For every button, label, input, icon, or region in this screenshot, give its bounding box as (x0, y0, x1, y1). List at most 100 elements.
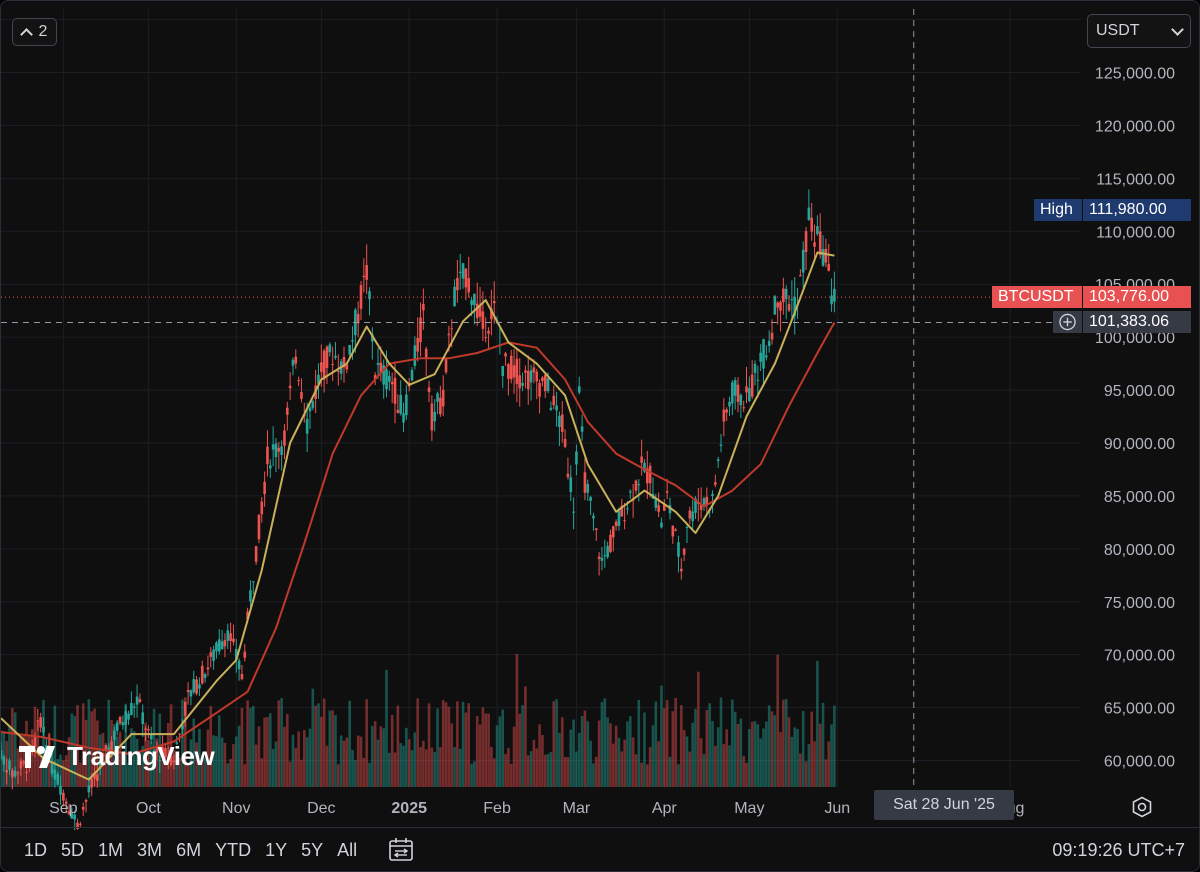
candle-body (271, 444, 275, 450)
candle-body (566, 473, 570, 478)
candle-body (226, 630, 230, 641)
candle-body (195, 679, 198, 694)
candle (138, 693, 142, 704)
candle (487, 327, 490, 351)
candle-body (600, 557, 604, 561)
candle-body (362, 275, 366, 278)
volume-bar (195, 742, 198, 787)
range-button-1y[interactable]: 1Y (265, 839, 288, 860)
volume-bar (263, 717, 266, 787)
candle (251, 581, 255, 595)
volume-bar (498, 716, 502, 787)
range-button-all[interactable]: All (337, 839, 358, 860)
volume-bar (716, 727, 720, 787)
volume-bar (580, 716, 584, 787)
range-button-5d[interactable]: 5D (61, 839, 85, 860)
add-alert-button[interactable] (1053, 311, 1082, 334)
candle-body (311, 401, 315, 408)
currency-select[interactable]: USDT (1087, 14, 1191, 48)
candle-body (784, 288, 788, 300)
candle-body (643, 462, 646, 472)
volume-bar (668, 756, 672, 787)
volume-bar (461, 701, 465, 787)
candle-body (759, 352, 762, 362)
volume-bar (702, 754, 706, 787)
chevron-down-icon (1171, 22, 1184, 36)
candle (413, 336, 417, 370)
x-tick-label: Mar (563, 800, 591, 817)
candle-body (152, 750, 156, 752)
candle (716, 456, 720, 468)
candle (84, 798, 88, 813)
candle (609, 529, 612, 554)
candle (597, 552, 601, 576)
candle (212, 645, 215, 670)
settings-icon[interactable] (1131, 796, 1153, 818)
candle-body (169, 755, 173, 765)
candle (592, 512, 595, 531)
candle-body (575, 451, 578, 465)
candle-body (263, 481, 266, 495)
candle-body (291, 359, 295, 366)
candle (266, 430, 269, 477)
candle-body (249, 590, 252, 602)
candle (648, 462, 652, 498)
candle (643, 459, 646, 474)
volume-bar (733, 711, 737, 787)
candle (586, 479, 590, 501)
range-button-ytd[interactable]: YTD (215, 839, 252, 860)
candle (521, 372, 524, 392)
volume-bar (70, 713, 74, 787)
range-button-6m[interactable]: 6M (176, 839, 202, 860)
volume-bar (339, 735, 343, 787)
candle-body (419, 317, 422, 343)
volume-bar (317, 703, 320, 787)
volume-bar (643, 712, 646, 787)
candle (776, 301, 779, 325)
candle-body (507, 364, 510, 379)
volume-bar (405, 727, 408, 787)
candle-body (722, 409, 726, 422)
volume-bar (130, 728, 133, 787)
candle (195, 676, 198, 696)
range-button-5y[interactable]: 5Y (301, 839, 324, 860)
y-tick-label: 70,000.00 (1104, 648, 1175, 665)
candle (274, 437, 278, 473)
range-button-1m[interactable]: 1M (98, 839, 124, 860)
candle-body (217, 639, 221, 652)
candle (277, 441, 281, 469)
range-button-3m[interactable]: 3M (137, 839, 163, 860)
volume-bar (320, 716, 323, 787)
candle-body (53, 769, 57, 780)
candle-body (96, 774, 99, 781)
volume-bar (688, 751, 692, 787)
volume-bar (399, 743, 402, 787)
candle-body (787, 304, 791, 311)
candle (623, 502, 626, 530)
candle-body (464, 268, 468, 288)
candle-body (260, 501, 264, 515)
volume-bar (359, 736, 363, 787)
candle-body (396, 409, 400, 413)
candle-body (322, 350, 326, 380)
candle (685, 522, 689, 544)
range-button-1d[interactable]: 1D (24, 839, 48, 860)
time-range-group: 1D 5D 1M 3M 6M YTD 1Y 5Y All (1, 840, 357, 861)
volume-bar (784, 699, 788, 787)
candle (113, 726, 116, 753)
y-tick-label: 110,000.00 (1096, 224, 1175, 241)
candle-body (81, 807, 85, 810)
volume-bar (183, 697, 187, 787)
candle (748, 376, 751, 402)
candle (793, 277, 797, 335)
collapse-legend-button[interactable]: 2 (12, 18, 57, 46)
clock-readout[interactable]: 09:19:26 UTC+7 (1052, 840, 1185, 860)
candle (2, 754, 6, 772)
volume-bar (728, 745, 731, 787)
candle (600, 546, 604, 571)
y-tick-label: 65,000.00 (1104, 701, 1175, 718)
candle-body (756, 379, 760, 381)
volume-bar (467, 703, 471, 787)
candle-body (422, 304, 425, 311)
calendar-range-icon[interactable] (387, 836, 415, 864)
